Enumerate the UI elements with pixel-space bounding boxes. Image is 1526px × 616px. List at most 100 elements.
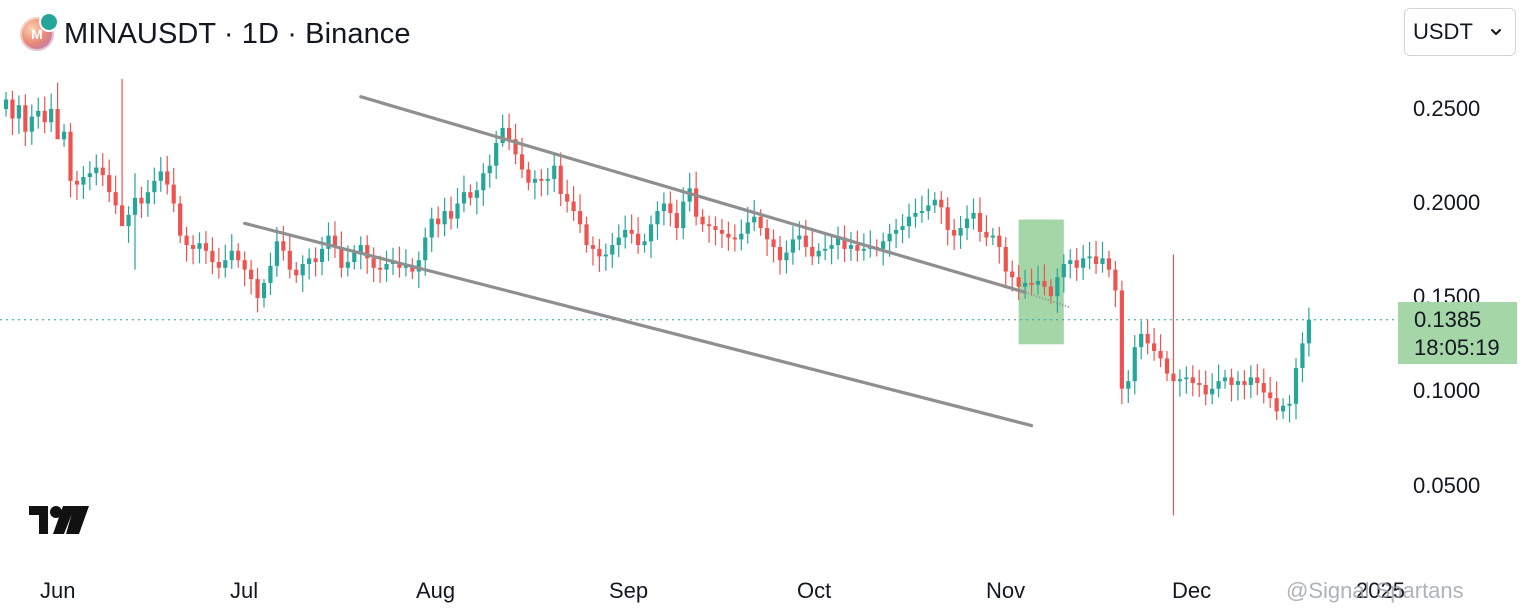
x-tick-label: Jun <box>40 578 76 603</box>
candle-body <box>378 267 383 270</box>
candle-body <box>190 245 196 249</box>
candle-body <box>732 237 737 240</box>
candle-body <box>1261 383 1266 393</box>
candle-body <box>823 248 828 251</box>
candle-body <box>210 250 215 263</box>
candle-body <box>1023 282 1028 287</box>
candle-body <box>906 216 912 227</box>
candle-body <box>81 177 86 185</box>
channel-line-upper-extension <box>1024 291 1071 309</box>
chart-title: MINAUSDT · 1D · Binance <box>64 17 411 50</box>
candle-body <box>487 165 492 174</box>
x-tick-label: Jul <box>230 578 259 603</box>
x-tick-label: Sep <box>609 578 649 603</box>
candle-body <box>681 201 686 229</box>
candle-body <box>1210 388 1215 395</box>
candle-body <box>1235 381 1241 385</box>
candle-body <box>113 192 118 206</box>
candle-body <box>384 263 389 270</box>
candle-body <box>777 246 783 261</box>
candle-body <box>229 250 234 261</box>
candle-body <box>797 235 802 240</box>
candle-body <box>758 216 763 229</box>
candle-body <box>932 199 937 206</box>
candle-countdown: 18:05:19 <box>1414 335 1500 360</box>
candle-body <box>984 231 989 238</box>
candle-body <box>958 228 963 236</box>
candle-body <box>887 233 892 242</box>
candle-body <box>1093 256 1099 264</box>
y-tick-label: 0.2000 <box>1413 190 1481 215</box>
candle-body <box>842 237 847 249</box>
candle-body <box>610 245 615 255</box>
candle-body <box>1158 350 1163 359</box>
candle-body <box>107 175 112 193</box>
candle-body <box>339 246 344 268</box>
candle-body <box>513 139 518 155</box>
candle-body <box>539 178 544 181</box>
candle-body <box>765 228 770 240</box>
candle-body <box>358 245 363 253</box>
candle-body <box>139 197 144 204</box>
candle-body <box>1087 256 1092 259</box>
candle-body <box>990 235 995 238</box>
y-tick-label: 0.2500 <box>1413 96 1481 121</box>
candle-body <box>668 203 673 213</box>
candle-body <box>745 222 750 234</box>
candle-body <box>448 211 454 219</box>
candle-body <box>120 205 125 227</box>
candle-body <box>403 265 408 268</box>
tradingview-logo <box>29 506 89 534</box>
candle-body <box>913 212 918 217</box>
candle-body <box>184 235 189 246</box>
candle-body <box>894 229 899 234</box>
candle-body <box>300 263 305 276</box>
candle-body <box>1287 403 1292 406</box>
candle-body <box>68 131 73 181</box>
candle-body <box>1281 405 1286 412</box>
candle-body <box>55 109 60 140</box>
candle-body <box>919 211 924 213</box>
candle-body <box>274 241 279 266</box>
candle-body <box>565 194 570 202</box>
candle-body <box>803 235 808 247</box>
candle-body <box>1016 277 1021 287</box>
candle-body <box>642 241 647 246</box>
candle-body <box>1100 258 1105 264</box>
candle-body <box>1061 263 1066 278</box>
candle-body <box>706 224 712 227</box>
currency-select[interactable]: USDT <box>1404 8 1516 56</box>
candle-body <box>1197 383 1202 385</box>
candle-body <box>132 197 138 215</box>
candle-body <box>294 269 299 276</box>
channel-line-upper <box>359 95 1027 294</box>
candle-body <box>1216 381 1221 389</box>
candle-body <box>545 178 550 181</box>
candle-body <box>494 143 499 166</box>
candle-body <box>964 218 970 229</box>
candle-body <box>597 248 602 257</box>
candle-body <box>952 229 957 236</box>
candle-body <box>1268 392 1273 399</box>
candle-body <box>829 245 834 249</box>
candle-body <box>29 116 34 132</box>
mina-coin-icon: M <box>20 12 59 51</box>
candle-body <box>1229 377 1234 385</box>
candle-body <box>881 241 886 249</box>
chart-header: M MINAUSDT · 1D · Binance <box>20 12 411 56</box>
candle-body <box>584 224 589 246</box>
candle-body <box>1306 319 1311 344</box>
candle-body <box>552 165 557 179</box>
candle-body <box>94 167 99 174</box>
candle-body <box>171 184 176 204</box>
candle-body <box>1119 290 1124 389</box>
candle-body <box>1010 271 1015 278</box>
candle-body <box>532 178 537 183</box>
candle-body <box>158 171 163 181</box>
x-tick-label: 2025 <box>1356 578 1405 603</box>
candle-body <box>455 203 460 219</box>
candle-body <box>590 245 596 249</box>
candle-body <box>281 241 286 251</box>
candle-body <box>474 190 479 198</box>
